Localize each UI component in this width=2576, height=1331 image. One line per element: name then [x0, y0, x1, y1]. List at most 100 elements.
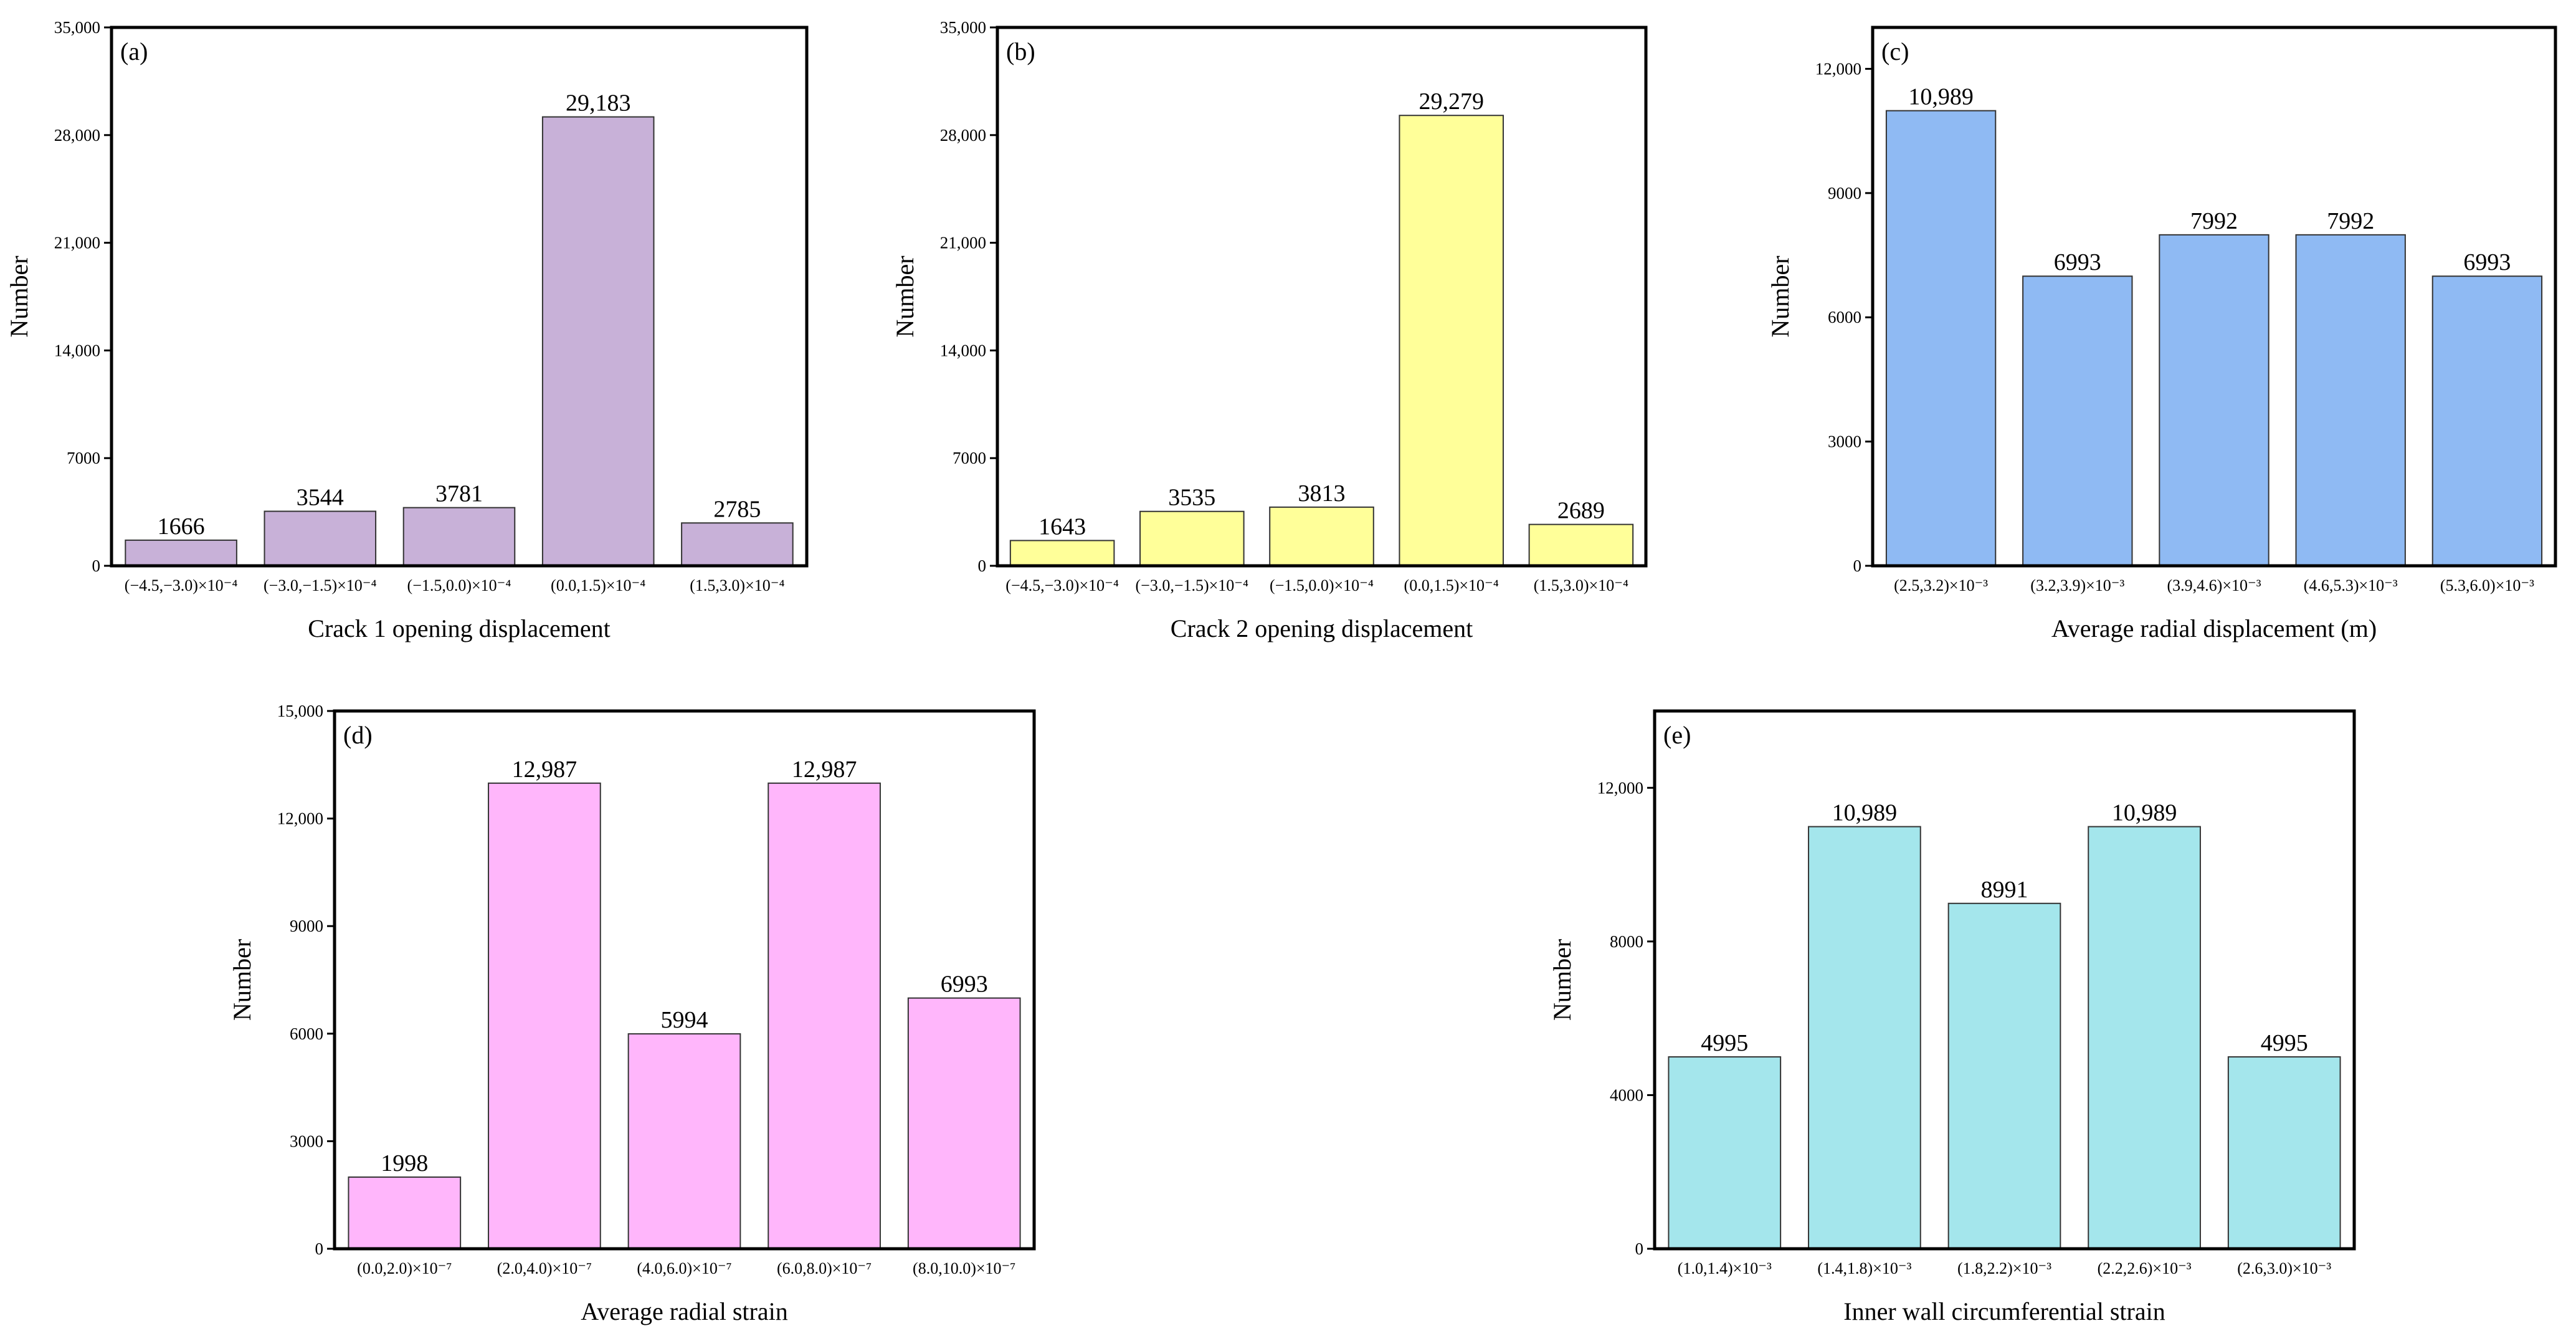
bar: [1947, 902, 2061, 1249]
y-tick-label: 28,000: [940, 126, 986, 145]
y-axis-title: Number: [228, 939, 256, 1021]
bar-value-label: 1666: [158, 513, 205, 540]
bar: [1399, 115, 1504, 566]
y-tick-label: 14,000: [940, 341, 986, 360]
y-tick-label: 6000: [1828, 308, 1861, 327]
y-tick-label: 14,000: [54, 341, 100, 360]
x-tick-label: (1.8,2.2)×10⁻³: [1957, 1259, 2051, 1277]
x-tick-label: (1.5,3.0)×10⁻⁴: [690, 576, 784, 594]
plot-frame: [333, 709, 1036, 1251]
x-tick-label: (1.0,1.4)×10⁻³: [1678, 1259, 1772, 1277]
plot-frame: [1653, 709, 2356, 1251]
panel-label: (c): [1881, 37, 1909, 65]
y-axis-title: Number: [5, 255, 33, 337]
chart-panel-3: 10,989 (2.5,3.2)×10⁻³ 6993 (3.2,3.9)×10⁻³ 79…: [1766, 26, 2557, 642]
bar-value-label: 10,989: [2112, 800, 2177, 826]
x-tick-label: (1.5,3.0)×10⁻⁴: [1534, 576, 1628, 594]
x-tick-label: (2.6,3.0)×10⁻³: [2237, 1259, 2331, 1277]
y-tick-label: 12,000: [1815, 59, 1861, 78]
y-tick-label: 35,000: [940, 18, 986, 37]
x-tick-label: (1.4,1.8)×10⁻³: [1817, 1259, 1911, 1277]
y-tick-label: 4000: [1610, 1085, 1643, 1104]
y-tick-label: 7000: [953, 449, 986, 467]
bar: [1009, 540, 1115, 566]
bar: [402, 507, 516, 567]
bar-value-label: 3535: [1168, 485, 1215, 511]
y-tick-label: 3000: [290, 1132, 323, 1150]
bar-value-label: 3813: [1298, 480, 1346, 507]
bar-value-label: 10,989: [1832, 800, 1898, 826]
bar-value-label: 4995: [2261, 1030, 2308, 1056]
chart-panel-4: 1998 (0.0,2.0)×10⁻⁷ 12,987 (2.0,4.0)×10⁻⁷ 59…: [228, 702, 1036, 1325]
bar-value-label: 12,987: [512, 756, 577, 783]
x-tick-label: (2.2,2.6)×10⁻³: [2098, 1259, 2192, 1277]
panel-label: (e): [1663, 721, 1691, 749]
x-tick-label: (−4.5,−3.0)×10⁻⁴: [1005, 576, 1119, 594]
y-axis-title: Number: [1548, 939, 1576, 1021]
x-axis-title: Crack 2 opening displacement: [1171, 614, 1473, 642]
bar: [2088, 826, 2201, 1250]
bar-value-label: 1998: [381, 1150, 428, 1176]
bar: [1885, 110, 1997, 566]
x-tick-label: (0.0,1.5)×10⁻⁴: [551, 576, 645, 594]
bar: [2295, 234, 2406, 567]
bar: [488, 782, 601, 1249]
y-tick-label: 0: [978, 556, 987, 575]
bar: [627, 1033, 741, 1249]
bar-value-label: 6993: [2054, 249, 2101, 275]
x-tick-label: (3.2,3.9)×10⁻³: [2030, 576, 2124, 594]
x-tick-label: (−3.0,−1.5)×10⁻⁴: [1136, 576, 1249, 594]
chart-panel-1: 1666 (−4.5,−3.0)×10⁻⁴ 3544 (−3.0,−1.5)×10⁻⁴…: [5, 18, 809, 642]
y-tick-label: 0: [315, 1239, 324, 1258]
y-tick-label: 21,000: [54, 234, 100, 252]
x-tick-label: (5.3,6.0)×10⁻³: [2440, 576, 2534, 594]
bar-value-label: 5994: [661, 1007, 708, 1033]
bar: [907, 997, 1021, 1250]
y-tick-label: 12,000: [277, 809, 323, 828]
bar: [1808, 826, 1921, 1250]
y-tick-label: 28,000: [54, 126, 100, 145]
y-tick-label: 9000: [1828, 184, 1861, 203]
plot-frame: [110, 26, 809, 568]
bar: [264, 510, 377, 567]
chart-panel-5: 4995 (1.0,1.4)×10⁻³ 10,989 (1.4,1.8)×10⁻³ 89…: [1548, 709, 2356, 1325]
y-tick-label: 0: [1853, 556, 1862, 575]
bar-value-label: 1643: [1038, 513, 1086, 540]
x-axis-title: Inner wall circumferential strain: [1843, 1297, 2165, 1325]
x-tick-label: (4.0,6.0)×10⁻⁷: [637, 1259, 731, 1277]
panel-label: (d): [343, 721, 373, 749]
bar-value-label: 12,987: [792, 756, 857, 783]
bar-value-label: 29,279: [1419, 88, 1484, 115]
y-tick-label: 6000: [290, 1024, 323, 1043]
y-tick-label: 0: [92, 556, 101, 575]
x-tick-label: (8.0,10.0)×10⁻⁷: [913, 1259, 1015, 1277]
bar: [348, 1176, 462, 1249]
x-tick-label: (2.0,4.0)×10⁻⁷: [497, 1259, 592, 1277]
x-tick-label: (−1.5,0.0)×10⁻⁴: [407, 576, 511, 594]
bar-value-label: 29,183: [566, 90, 631, 117]
bar: [1139, 510, 1245, 567]
bar: [541, 116, 655, 566]
plot-frame: [996, 26, 1648, 568]
y-axis-title: Number: [1766, 255, 1794, 337]
plot-frame: [1871, 26, 2557, 568]
x-tick-label: (−1.5,0.0)×10⁻⁴: [1270, 576, 1374, 594]
x-tick-label: (6.0,8.0)×10⁻⁷: [777, 1259, 872, 1277]
bar-value-label: 3781: [435, 481, 483, 507]
x-tick-label: (0.0,1.5)×10⁻⁴: [1404, 576, 1499, 594]
y-tick-label: 21,000: [940, 234, 986, 252]
panel-label: (a): [120, 37, 148, 65]
bar: [125, 539, 237, 566]
y-tick-label: 8000: [1610, 932, 1643, 951]
bar-value-label: 2785: [713, 496, 761, 522]
x-tick-label: (0.0,2.0)×10⁻⁷: [357, 1259, 452, 1277]
y-tick-label: 12,000: [1597, 778, 1643, 797]
bar-value-label: 10,989: [1908, 84, 1974, 110]
bar-value-label: 4995: [1701, 1030, 1748, 1056]
bar-value-label: 8991: [1981, 877, 2028, 903]
bar: [768, 782, 881, 1249]
bar-value-label: 7992: [2327, 208, 2374, 234]
bar: [2431, 275, 2543, 566]
bar: [681, 522, 794, 567]
